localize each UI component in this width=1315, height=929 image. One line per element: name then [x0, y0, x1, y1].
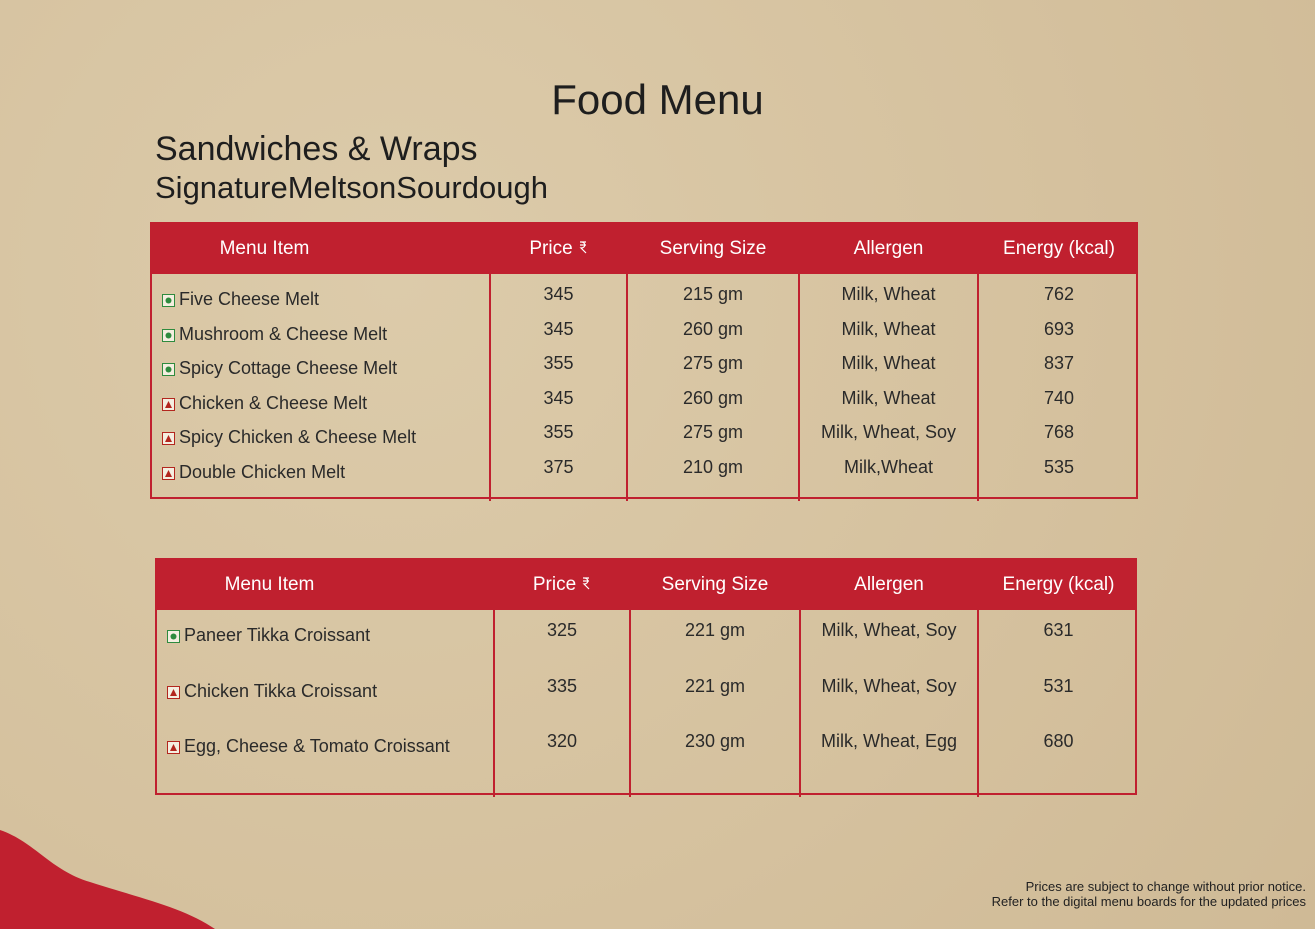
veg-icon — [167, 630, 180, 643]
column-divider — [798, 274, 800, 501]
non-veg-icon — [162, 432, 175, 445]
menu-item: Egg, Cheese & Tomato Croissant — [184, 736, 450, 756]
menu-item: Paneer Tikka Croissant — [184, 625, 371, 645]
column-divider — [977, 610, 979, 797]
menu-item: Spicy Cottage Cheese Melt — [179, 358, 398, 378]
column-divider — [493, 610, 495, 797]
table-header: Menu Item Price Serving Size Allergen Energy… — [157, 560, 1135, 610]
allergen: Milk, Wheat — [841, 353, 936, 373]
price-value: 320 — [546, 731, 578, 751]
non-veg-icon — [167, 685, 180, 699]
non-veg-icon — [167, 741, 180, 754]
section-title: Sandwiches & Wraps — [155, 130, 478, 168]
allergen: Milk,Wheat — [843, 456, 933, 477]
energy-value: 740 — [1043, 387, 1075, 408]
serving-size: 221 gm — [684, 620, 746, 640]
menu-item: Double Chicken Melt — [179, 461, 346, 482]
column-divider — [626, 274, 628, 501]
energy-value: 631 — [1043, 620, 1074, 640]
column-header: Serving Size — [659, 238, 767, 259]
allergen: Milk, Wheat — [841, 318, 936, 339]
price-value: 355 — [543, 353, 574, 373]
column-header: Allergen — [854, 574, 924, 595]
column-header: Price — [490, 238, 627, 260]
non-veg-icon — [162, 466, 175, 480]
price-value: 375 — [543, 456, 574, 477]
non-veg-icon — [162, 397, 175, 411]
allergen: Milk, Wheat — [841, 284, 936, 304]
subtitle: SignatureMeltsonSourdough — [155, 170, 548, 205]
column-divider — [799, 610, 801, 797]
column-header: Menu Item — [219, 238, 310, 259]
column-header: Energy (kcal) — [1003, 238, 1115, 259]
table-header: Menu Item Price Serving Size Allergen Energy… — [152, 224, 1136, 274]
veg-icon — [162, 363, 175, 376]
footer-note: Refer to the digital menu boards for the… — [991, 894, 1306, 909]
allergen: Milk, Wheat — [841, 387, 936, 408]
column-header: Energy (kcal) — [1002, 574, 1115, 595]
energy-value: 680 — [1043, 731, 1074, 751]
menu-table: Menu Item Price Serving Size Allergen Energy… — [155, 558, 1137, 797]
price-value: 345 — [543, 284, 574, 304]
column-divider — [489, 274, 491, 501]
footer-note: Prices are subject to change without pri… — [1025, 879, 1306, 894]
serving-size: 260 gm — [682, 387, 744, 408]
serving-size: 260 gm — [682, 318, 744, 339]
veg-icon — [162, 328, 175, 342]
allergen: Milk, Wheat, Soy — [821, 620, 957, 640]
allergen: Milk, Wheat, Soy — [820, 422, 957, 442]
serving-size: 221 gm — [684, 675, 746, 696]
menu-item: Chicken & Cheese Melt — [179, 392, 368, 413]
energy-value: 535 — [1043, 456, 1075, 477]
serving-size: 275 gm — [682, 353, 744, 373]
price-value: 335 — [546, 675, 578, 696]
energy-value: 768 — [1043, 422, 1075, 442]
serving-size: 210 gm — [682, 456, 744, 477]
serving-size: 275 gm — [682, 422, 744, 442]
serving-size: 215 gm — [682, 284, 744, 304]
energy-value: 837 — [1043, 353, 1075, 373]
column-header: Allergen — [853, 238, 924, 259]
column-header: Price — [494, 574, 630, 596]
menu-item: Mushroom & Cheese Melt — [179, 323, 388, 344]
menu-table: Menu Item Price Serving Size Allergen Energy… — [150, 222, 1138, 501]
price-value: 355 — [543, 422, 574, 442]
energy-value: 762 — [1043, 284, 1075, 304]
energy-value: 531 — [1043, 675, 1074, 696]
menu-item: Five Cheese Melt — [179, 289, 320, 309]
currency-icon — [582, 577, 590, 590]
price-value: 345 — [543, 387, 574, 408]
menu-item: Chicken Tikka Croissant — [184, 680, 378, 701]
serving-size: 230 gm — [684, 731, 746, 751]
column-divider — [977, 274, 979, 501]
column-divider — [629, 610, 631, 797]
column-header: Serving Size — [661, 574, 769, 595]
title: Food Menu — [551, 76, 764, 123]
column-header: Menu Item — [224, 574, 315, 595]
price-value: 345 — [543, 318, 574, 339]
corner-wave — [0, 830, 215, 929]
allergen: Milk, Wheat, Soy — [821, 675, 957, 696]
currency-icon — [579, 241, 587, 254]
allergen: Milk, Wheat, Egg — [820, 731, 958, 751]
price-value: 325 — [546, 620, 578, 640]
veg-icon — [162, 294, 175, 307]
energy-value: 693 — [1043, 318, 1075, 339]
menu-item: Spicy Chicken & Cheese Melt — [179, 427, 417, 447]
